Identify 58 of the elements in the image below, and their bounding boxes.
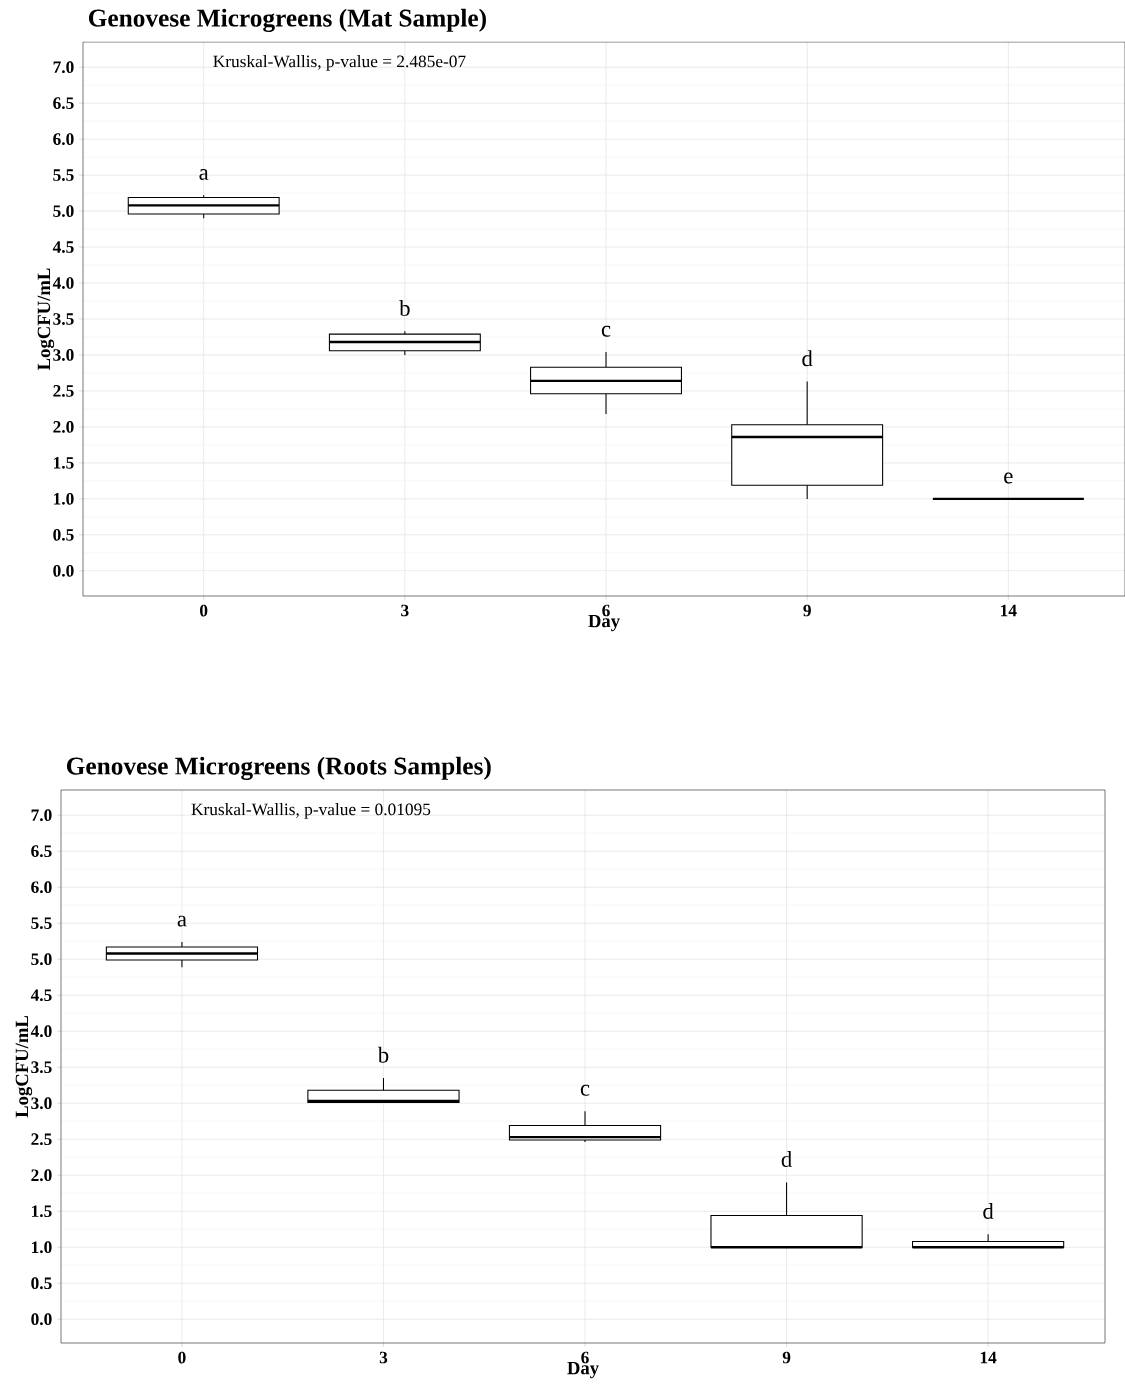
annotation: a xyxy=(199,169,209,180)
annotation: c xyxy=(580,1084,590,1096)
annotation: a xyxy=(177,915,187,927)
x-tick-label: 9 xyxy=(803,604,811,617)
x-axis-title: Day xyxy=(567,1361,599,1379)
y-tick-label: 2.5 xyxy=(31,1133,52,1146)
y-tick-label: 6.5 xyxy=(31,845,52,858)
y-tick-label: 2.5 xyxy=(53,385,74,397)
y-tick-label: 0.5 xyxy=(53,528,74,541)
y-axis-title: LogCFU/mL xyxy=(15,1015,33,1118)
y-tick-label: 5.5 xyxy=(53,169,74,181)
annotation: d xyxy=(983,1202,994,1219)
x-tick-label: 14 xyxy=(980,1351,997,1364)
y-tick-label: 1.5 xyxy=(54,457,74,469)
y-tick-label: 4.0 xyxy=(30,1025,52,1038)
y-tick-label: 1.0 xyxy=(32,1241,52,1254)
y-tick-label: 5.0 xyxy=(53,205,74,217)
y-tick-label: 6.5 xyxy=(53,97,74,110)
y-tick-label: 3.0 xyxy=(31,1097,52,1110)
x-tick-label: 0 xyxy=(178,1351,186,1364)
y-tick-label: 4.5 xyxy=(30,989,52,1002)
y-tick-label: 3.5 xyxy=(53,313,74,325)
y-tick-label: 7.0 xyxy=(31,809,52,822)
annotation: d xyxy=(802,350,813,367)
x-tick-label: 14 xyxy=(1001,604,1017,617)
x-tick-label: 0 xyxy=(200,604,208,617)
y-tick-label: 4.5 xyxy=(52,241,74,253)
y-tick-label: 0.0 xyxy=(31,1313,52,1326)
annotation: b xyxy=(377,1046,389,1063)
x-tick-label: 9 xyxy=(782,1351,791,1364)
chart-title: Genovese Microgreens (Roots Samples) xyxy=(66,756,491,780)
annotation: Kruskal-Wallis, p-value = 2.485e-07 xyxy=(213,55,466,71)
y-tick-label: 1.0 xyxy=(54,493,74,505)
y-tick-label: 6.0 xyxy=(31,881,52,894)
y-tick-label: 3.0 xyxy=(53,349,74,361)
x-tick-label: 3 xyxy=(401,604,409,617)
annotation: c xyxy=(601,325,611,337)
x-axis-title: Day xyxy=(588,614,620,632)
y-tick-label: 4.0 xyxy=(52,277,74,289)
annotation: Kruskal-Wallis, p-value = 0.01095 xyxy=(191,803,431,819)
x-tick-label: 3 xyxy=(379,1351,388,1364)
y-axis-title: LogCFU/mL xyxy=(37,268,55,371)
x-tick-label: 6 xyxy=(602,604,610,617)
y-tick-label: 1.5 xyxy=(32,1205,52,1218)
annotation: e xyxy=(1004,472,1013,484)
y-tick-label: 0.5 xyxy=(31,1277,52,1290)
y-tick-label: 3.5 xyxy=(31,1061,52,1074)
y-tick-label: 6.0 xyxy=(53,133,74,146)
chart-title: Genovese Microgreens (Mat Sample) xyxy=(88,8,486,32)
y-tick-label: 5.5 xyxy=(31,917,52,930)
annotation: d xyxy=(781,1151,792,1168)
y-tick-label: 2.0 xyxy=(53,421,74,433)
y-tick-label: 0.0 xyxy=(53,564,74,577)
x-tick-label: 6 xyxy=(581,1351,589,1364)
y-tick-label: 2.0 xyxy=(31,1169,52,1182)
y-tick-label: 7.0 xyxy=(53,61,74,74)
y-tick-label: 5.0 xyxy=(31,953,52,966)
annotation: b xyxy=(399,299,410,316)
